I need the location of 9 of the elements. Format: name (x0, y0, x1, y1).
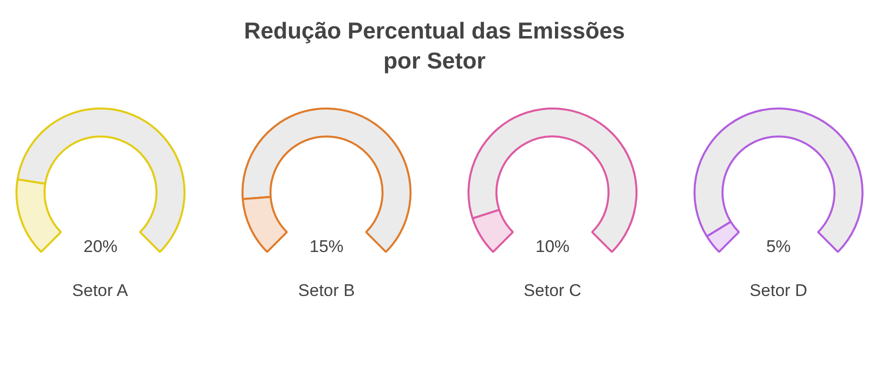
data-label: 15% (309, 237, 344, 256)
category-label: Setor A (72, 281, 129, 300)
text: Redução Percentual das Emissões por Setor (244, 18, 625, 74)
category-label: Setor B (298, 281, 355, 300)
category-label: Setor C (524, 281, 582, 300)
category-label: Setor D (750, 281, 808, 300)
data-label: 5% (766, 237, 791, 256)
data-label: 10% (535, 237, 570, 256)
data-label: 20% (83, 237, 118, 256)
